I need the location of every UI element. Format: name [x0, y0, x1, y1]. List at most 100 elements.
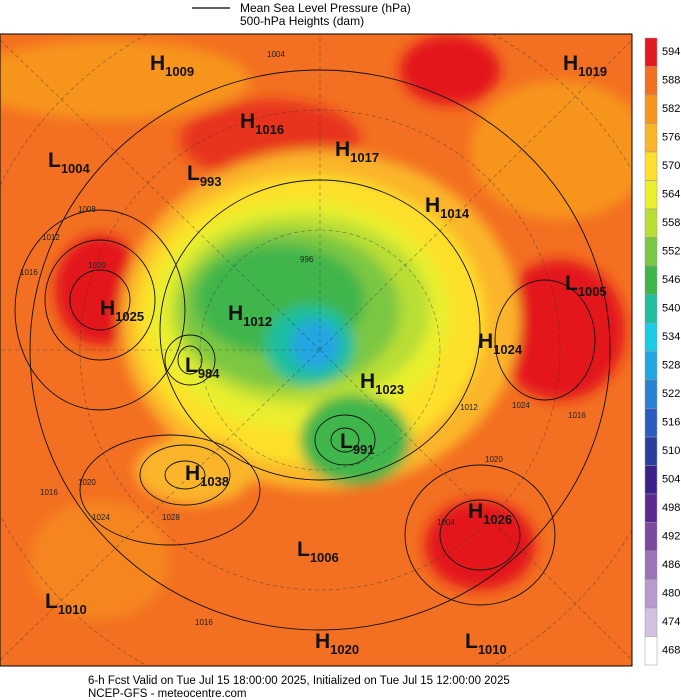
colorbar-cell: [644, 436, 658, 466]
isobar-label: 1012: [460, 403, 478, 412]
isobar-label: 1020: [485, 455, 503, 464]
center-pressure: 1014: [440, 206, 470, 221]
colorbar-label: 486: [662, 559, 680, 571]
center-pressure: 1009: [165, 64, 194, 79]
colorbar-label: 480: [662, 588, 680, 600]
isobar-labels: 1008 1012 1016 1020 996 1004 1024 1028 1016 1020 1…: [20, 50, 586, 627]
isobar-label: 1016: [40, 488, 58, 497]
colorbar-cell: [644, 94, 658, 124]
center-letter: H: [478, 330, 493, 353]
center-pressure: 1038: [200, 474, 229, 489]
colorbar-label: 552: [662, 246, 680, 258]
center-letter: H: [468, 500, 483, 523]
isobar-label: 1024: [92, 513, 110, 522]
colorbar-label: 540: [662, 303, 680, 315]
isobar-label: 1020: [88, 261, 106, 270]
center-letter: H: [315, 630, 330, 653]
center-letter: L: [465, 630, 478, 653]
center-pressure: 1024: [493, 342, 523, 357]
colorbar-label: 498: [662, 502, 680, 514]
center-pressure: 1026: [483, 512, 512, 527]
colorbar-label: 492: [662, 531, 680, 543]
center-letter: H: [185, 462, 200, 485]
colorbar-label: 522: [662, 388, 680, 400]
isobar-label: 1028: [162, 513, 180, 522]
center-letter: L: [45, 590, 58, 613]
colorbar-cell: [644, 151, 658, 181]
center-letter: H: [563, 52, 578, 75]
center-pressure: 1010: [58, 602, 87, 617]
pressure-center: H1020: [315, 630, 359, 657]
colorbar-label: 516: [662, 417, 680, 429]
isobar-label: 1004: [437, 518, 455, 527]
colorbar-label: 558: [662, 217, 680, 229]
pressure-center: H1024: [478, 330, 523, 357]
colorbar-label: 582: [662, 103, 680, 115]
colorbar-cell: [644, 550, 658, 580]
colorbar-label: 528: [662, 360, 680, 372]
pressure-center: H1017: [335, 138, 379, 165]
center-pressure: 1016: [255, 122, 284, 137]
colorbar-label: 576: [662, 132, 680, 144]
center-pressure: 984: [198, 366, 220, 381]
colorbar-cell: [644, 493, 658, 523]
pressure-center: L1010: [45, 590, 87, 617]
isobar-label: 1016: [568, 411, 586, 420]
isobar-label: 1008: [78, 205, 96, 214]
colorbar-label: 546: [662, 274, 680, 286]
colorbar-label: 474: [662, 616, 680, 628]
colorbar-label: 588: [662, 75, 680, 87]
pressure-center: L993: [187, 162, 222, 189]
colorbar-cell: [644, 265, 658, 295]
pressure-center: L1005: [565, 272, 607, 299]
colorbar-cell: [644, 636, 658, 666]
colorbar-cell: [644, 294, 658, 324]
colorbar-label: 564: [662, 189, 680, 201]
colorbar-cell: [644, 579, 658, 609]
pressure-center: H1019: [563, 52, 607, 79]
footer-line1: 6-h Fcst Valid on Tue Jul 15 18:00:00 20…: [88, 675, 510, 687]
colorbar-cell: [644, 180, 658, 210]
center-letter: H: [240, 110, 255, 133]
pressure-center: L991: [340, 430, 375, 457]
center-pressure: 991: [353, 442, 375, 457]
isobar-label: 1016: [195, 618, 213, 627]
center-pressure: 1004: [61, 161, 91, 176]
center-pressure: 1012: [243, 314, 272, 329]
colorbar-label: 570: [662, 160, 680, 172]
map-frame: [0, 33, 633, 667]
pressure-center: L1004: [48, 149, 91, 176]
pressure-center: H1025: [100, 297, 144, 324]
pressure-center: H1009: [150, 52, 194, 79]
colorbar-label: 510: [662, 445, 680, 457]
center-letter: H: [100, 297, 115, 320]
header-line2: 500-hPa Heights (dam): [240, 14, 364, 28]
center-letter: H: [425, 194, 440, 217]
center-pressure: 1017: [350, 150, 379, 165]
center-pressure: 1019: [578, 64, 607, 79]
pressure-center: H1012: [228, 302, 272, 329]
pressure-center: L1010: [465, 630, 507, 657]
isobar-label: 1020: [78, 478, 96, 487]
center-pressure: 1006: [310, 550, 339, 565]
pressure-center: H1023: [360, 370, 404, 397]
colorbar-cell: [644, 208, 658, 238]
colorbar-cell: [644, 465, 658, 495]
center-pressure: 1005: [578, 284, 607, 299]
isobar-label: 996: [300, 255, 314, 264]
isobar-label: 1012: [42, 233, 60, 242]
colorbar-cell: [644, 237, 658, 267]
pressure-center: L984: [185, 354, 220, 381]
center-letter: L: [340, 430, 353, 453]
center-letter: H: [150, 52, 165, 75]
isobar-label: 1016: [20, 268, 38, 277]
footer-line2: NCEP-GFS - meteocentre.com: [88, 688, 246, 700]
colorbar-label: 534: [662, 331, 680, 343]
colorbar-cell: [644, 379, 658, 409]
pressure-center: H1026: [468, 500, 512, 527]
pressure-center: H1038: [185, 462, 229, 489]
header-line1: Mean Sea Level Pressure (hPa): [240, 1, 411, 15]
